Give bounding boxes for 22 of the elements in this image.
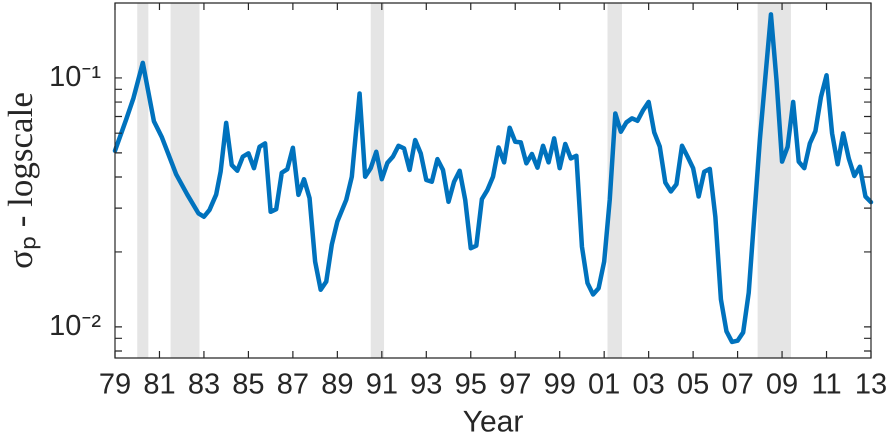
- x-tick-label: 97: [499, 368, 532, 400]
- x-tick-label: 87: [276, 368, 310, 400]
- y-tick-label: 10⁻¹: [49, 60, 102, 93]
- x-axis-title: Year: [462, 405, 524, 438]
- x-tick-label: 81: [143, 368, 176, 400]
- x-tick-label: 07: [721, 368, 754, 400]
- x-tick-label: 09: [766, 368, 798, 400]
- x-tick-label: 91: [366, 368, 398, 400]
- x-tick-label: 99: [544, 368, 576, 400]
- x-tick-label: 93: [410, 368, 442, 400]
- x-tick-label: 01: [588, 368, 620, 400]
- x-tick-label: 11: [811, 368, 842, 400]
- x-tick-label: 89: [321, 368, 354, 400]
- x-tick-label: 95: [454, 368, 487, 400]
- x-tick-label: 85: [232, 368, 265, 400]
- y-tick-label: 10⁻²: [49, 310, 102, 342]
- x-tick-label: 83: [188, 368, 220, 400]
- x-tick-label: 03: [632, 368, 665, 400]
- y-axis-title: σₚ - logscale: [1, 92, 42, 269]
- x-tick-label: 05: [676, 368, 710, 400]
- x-tick-label: 13: [854, 368, 888, 400]
- x-tick-label: 79: [98, 368, 132, 400]
